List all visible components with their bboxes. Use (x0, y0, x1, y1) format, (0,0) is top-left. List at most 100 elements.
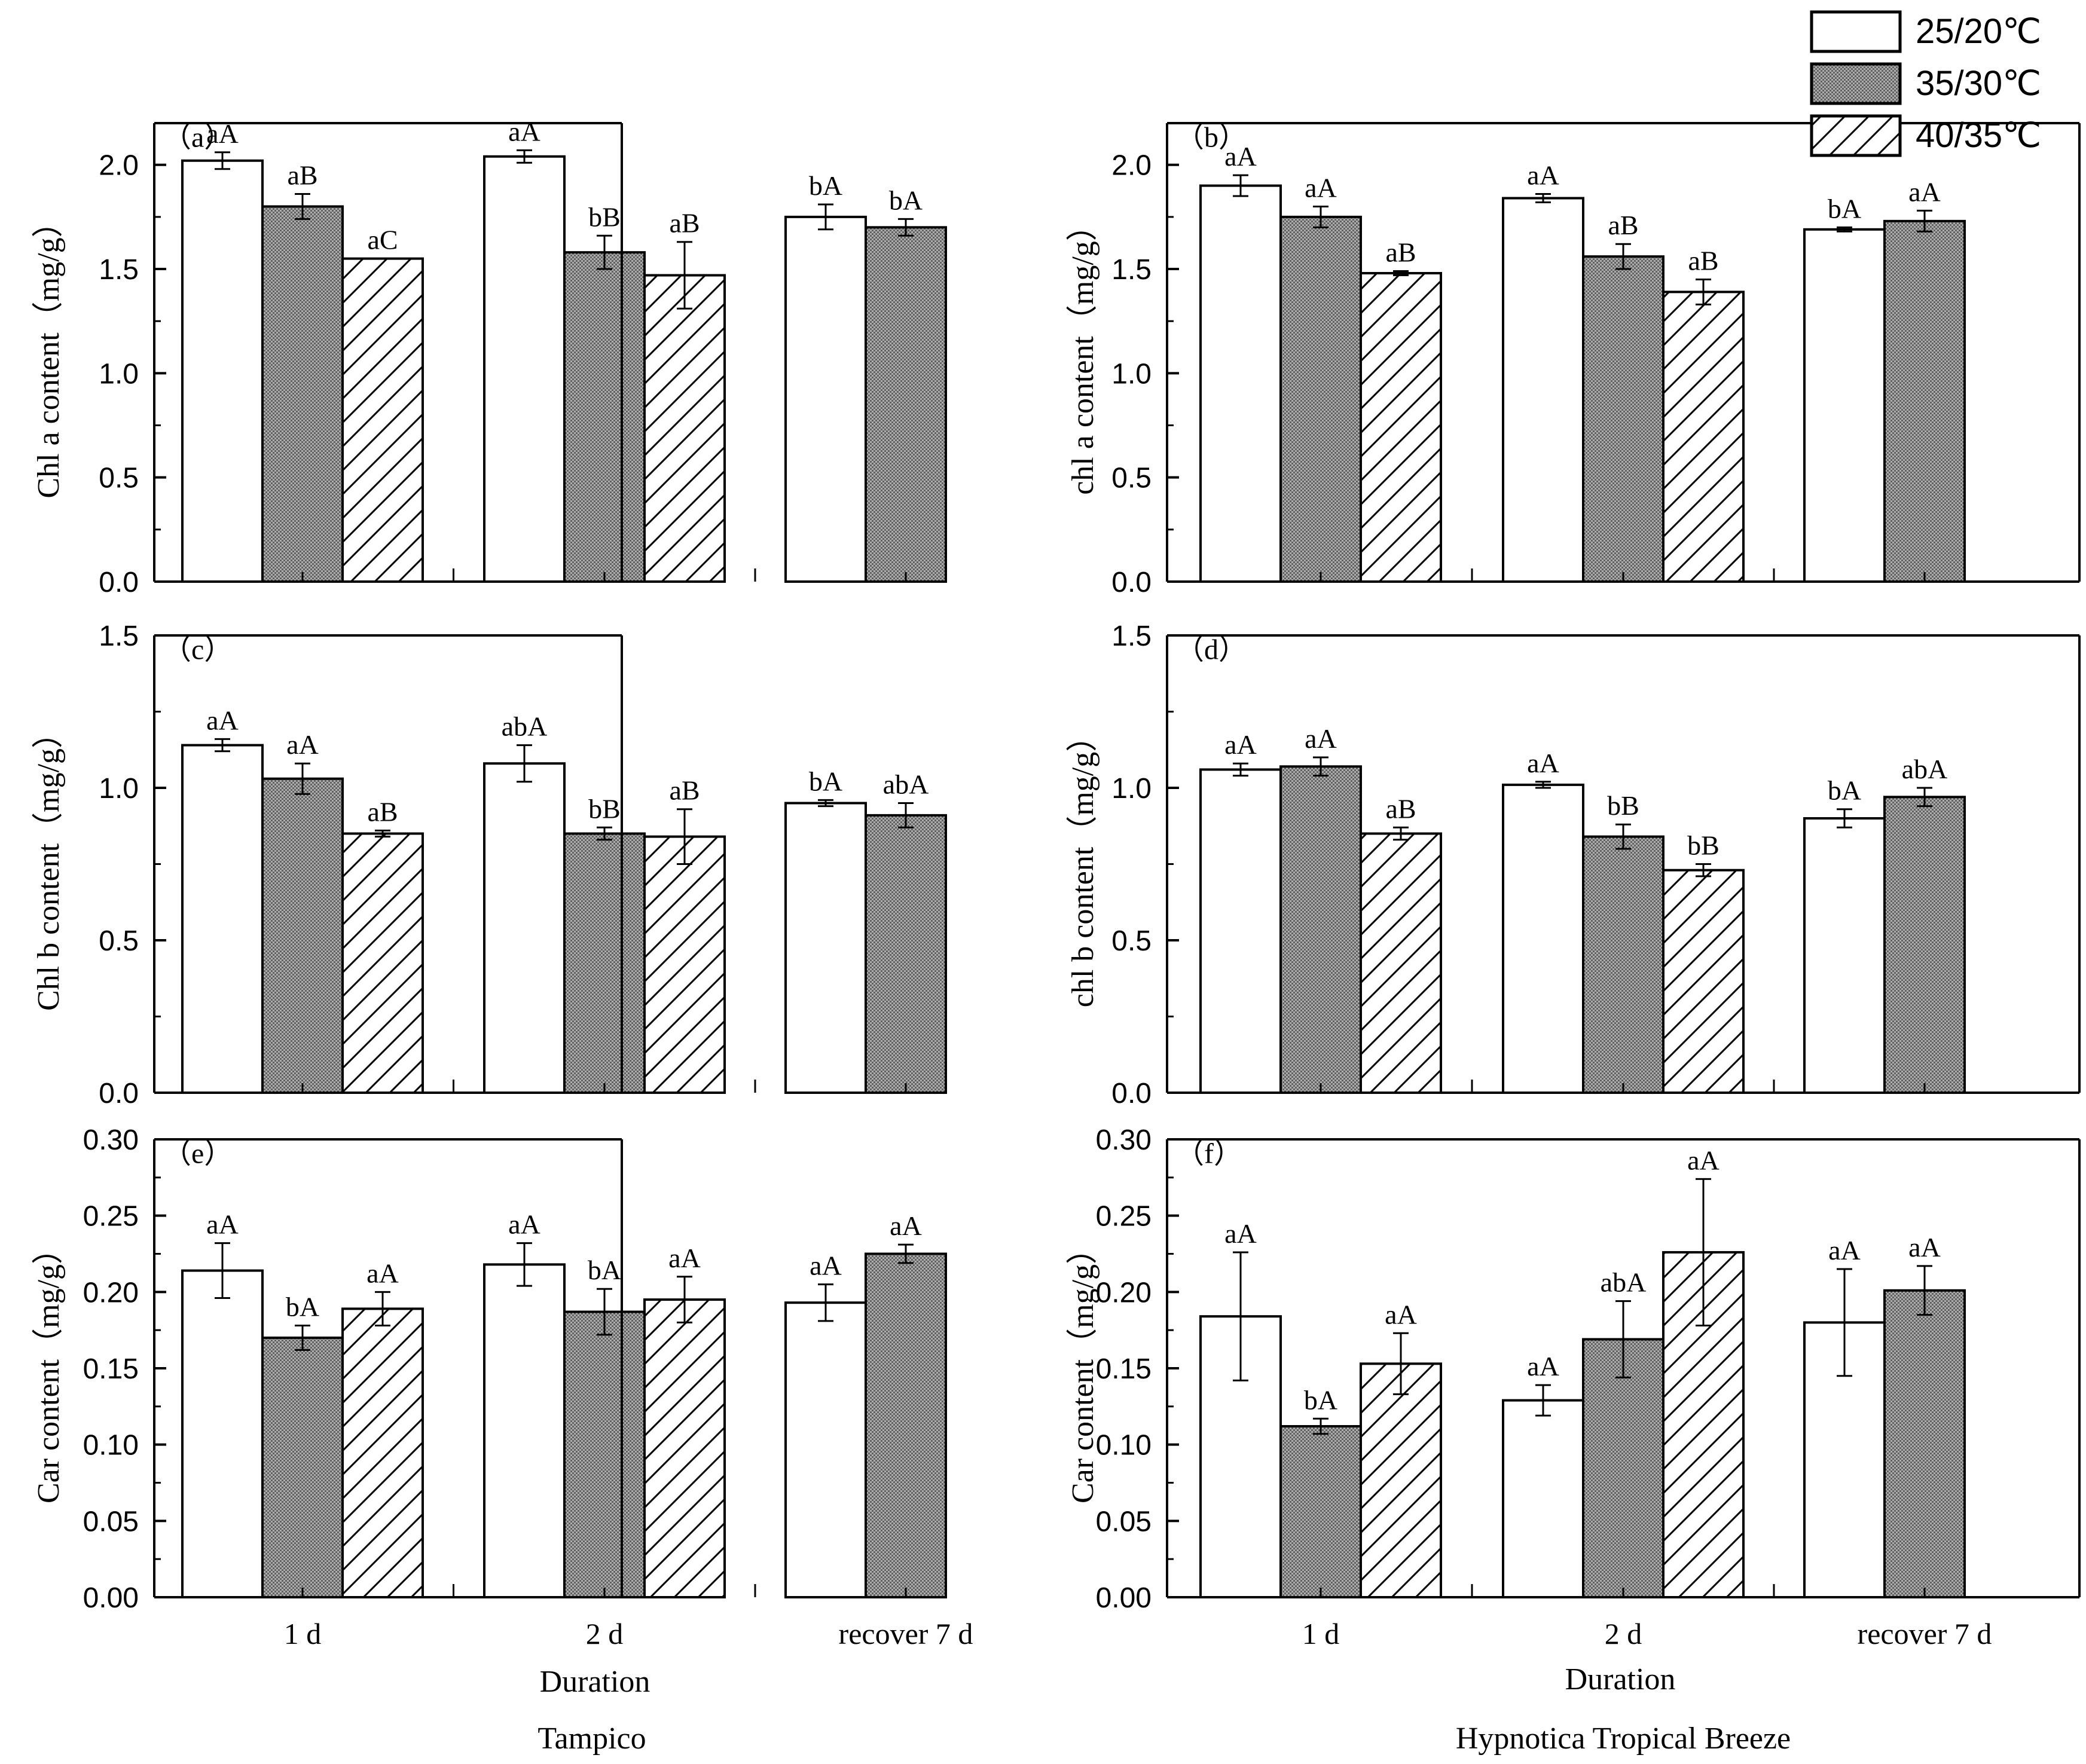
y-tick-label-a-1: 0.5 (99, 463, 139, 494)
errorbar-a-s35-0 (295, 193, 310, 220)
bar-e-s25-2 (784, 1301, 867, 1599)
x-tick-label-f-2: recover 7 d (1858, 1617, 1992, 1650)
y-tick-label-c-2: 1.0 (99, 773, 139, 805)
errorbar-f-s35-0 (1313, 1417, 1328, 1435)
bar-f-s40-0 (1360, 1362, 1442, 1599)
cultivar-left: Tampico (537, 1722, 646, 1756)
data-label-b-s25-0: aA (1224, 141, 1257, 172)
y-tick-label-e-2: 0.10 (83, 1430, 139, 1462)
legend-swatch-2 (1810, 114, 1902, 157)
x-title-right: Duration (1565, 1662, 1676, 1696)
errorbar-f-s25-0 (1233, 1251, 1248, 1381)
y-tick-label-d-0: 0.0 (1111, 1078, 1152, 1109)
data-label-e-s40-0: aA (366, 1258, 399, 1288)
errorbar-a-s25-2 (818, 203, 833, 231)
panel-label-d: （d） (1175, 634, 1247, 666)
bar-c-s35-0 (261, 777, 344, 1094)
data-label-b-s35-2: aA (1908, 176, 1941, 207)
bar-a-s25-0 (181, 159, 264, 583)
y-tick-label-c-0: 0.0 (99, 1078, 139, 1109)
y-title-e: Car content（mg/g） (32, 1233, 66, 1503)
data-label-f-s25-2: aA (1828, 1235, 1861, 1265)
panel-b: aA aA bA aA aB aA aB aB 0.0 0.5 1.0 1.5 2.0 （b） chl a … (1066, 122, 2081, 598)
legend-entry-2: 40/35℃ (1810, 114, 2041, 157)
data-label-c-s40-0: aB (367, 796, 398, 827)
legend-label-0: 25/20℃ (1916, 12, 2041, 51)
bar-c-s25-0 (181, 744, 264, 1094)
x-title-left: Duration (540, 1665, 650, 1699)
legend-swatch-1 (1810, 62, 1902, 105)
data-label-f-s35-1: abA (1601, 1267, 1647, 1298)
x-tick-label-e-0: 1 d (284, 1617, 322, 1650)
data-label-a-s35-1: bB (588, 201, 621, 232)
data-label-b-s40-0: aB (1385, 237, 1416, 268)
data-label-b-s25-2: bA (1828, 193, 1861, 224)
bar-d-s40-0 (1360, 832, 1442, 1094)
data-label-a-s25-2: bA (809, 170, 842, 201)
panels: aA aA bA aB bB bA aC aB 0.0 0.5 1.0 1.5 2.0 （a） Chl a … (32, 116, 2081, 1650)
data-label-f-s25-0: aA (1224, 1218, 1257, 1249)
errorbar-f-s25-2 (1837, 1268, 1852, 1377)
bar-c-s25-2 (784, 802, 867, 1094)
bar-c-s35-2 (865, 814, 947, 1095)
y-tick-label-f-2: 0.10 (1096, 1430, 1152, 1462)
errorbar-c-s35-2 (898, 802, 914, 829)
errorbar-b-s35-0 (1313, 205, 1328, 228)
data-label-d-s40-1: bB (1687, 830, 1720, 861)
data-label-a-s35-2: bA (889, 185, 923, 215)
data-label-c-s40-1: aB (669, 775, 700, 806)
data-label-d-s35-1: bB (1607, 790, 1639, 821)
errorbar-e-s40-0 (375, 1291, 390, 1327)
data-label-d-s25-0: aA (1224, 729, 1257, 760)
bar-b-s25-2 (1803, 228, 1886, 583)
bar-a-s35-2 (865, 226, 947, 583)
y-tick-label-f-3: 0.15 (1096, 1353, 1152, 1385)
bar-d-s40-1 (1662, 869, 1745, 1094)
y-title-c: Chl b content（mg/g） (32, 717, 66, 1011)
bar-e-s35-1 (563, 1310, 646, 1598)
errorbar-d-s25-1 (1535, 781, 1551, 789)
data-label-a-s35-0: aB (287, 160, 317, 191)
x-tick-label-e-1: 2 d (586, 1617, 624, 1650)
x-tick-label-e-2: recover 7 d (839, 1617, 973, 1650)
y-tick-label-b-0: 0.0 (1111, 567, 1152, 598)
bar-a-s25-1 (483, 155, 566, 583)
y-title-f: Car content（mg/g） (1066, 1233, 1100, 1503)
errorbar-b-s35-1 (1615, 243, 1631, 270)
panel-label-e: （e） (163, 1138, 233, 1170)
y-tick-label-d-3: 1.5 (1111, 620, 1152, 652)
y-tick-label-e-1: 0.05 (83, 1506, 139, 1537)
x-tick-label-f-1: 2 d (1605, 1617, 1642, 1650)
y-tick-label-b-3: 1.5 (1111, 254, 1152, 286)
y-tick-label-a-4: 2.0 (99, 150, 139, 182)
data-label-a-s25-1: aA (508, 116, 540, 146)
errorbar-e-s25-1 (517, 1242, 532, 1287)
errorbar-a-s35-1 (597, 234, 612, 270)
bar-e-s25-0 (181, 1269, 264, 1598)
data-label-d-s25-2: bA (1828, 775, 1861, 806)
y-tick-label-a-3: 1.5 (99, 254, 139, 286)
errorbar-b-s40-0 (1393, 270, 1409, 277)
errorbar-c-s25-0 (215, 738, 230, 753)
data-label-c-s25-1: abA (502, 711, 548, 742)
errorbar-e-s35-2 (898, 1243, 914, 1264)
bar-b-s40-1 (1662, 291, 1745, 583)
bar-a-s35-0 (261, 205, 344, 583)
data-label-f-s35-0: bA (1304, 1384, 1337, 1415)
errorbar-f-s40-0 (1393, 1332, 1409, 1395)
y-tick-label-f-5: 0.25 (1096, 1201, 1152, 1233)
data-label-f-s40-1: aA (1687, 1145, 1720, 1175)
errorbar-c-s35-1 (597, 826, 612, 841)
panel-c: aA abA bA aA bB abA aB aB 0.0 0.5 1.0 1.5 （c） Chl b c… (32, 620, 947, 1109)
errorbar-e-s25-0 (215, 1242, 230, 1300)
bar-e-s40-1 (643, 1298, 726, 1599)
bar-f-s25-1 (1502, 1399, 1584, 1599)
errorbar-b-s25-1 (1535, 193, 1551, 203)
y-tick-label-b-2: 1.0 (1111, 358, 1152, 390)
errorbar-f-s40-1 (1696, 1178, 1711, 1327)
legend-label-1: 35/30℃ (1916, 64, 2041, 103)
bar-d-s35-2 (1883, 796, 1966, 1095)
bar-c-s40-1 (643, 835, 726, 1094)
bar-f-s35-1 (1582, 1338, 1664, 1598)
